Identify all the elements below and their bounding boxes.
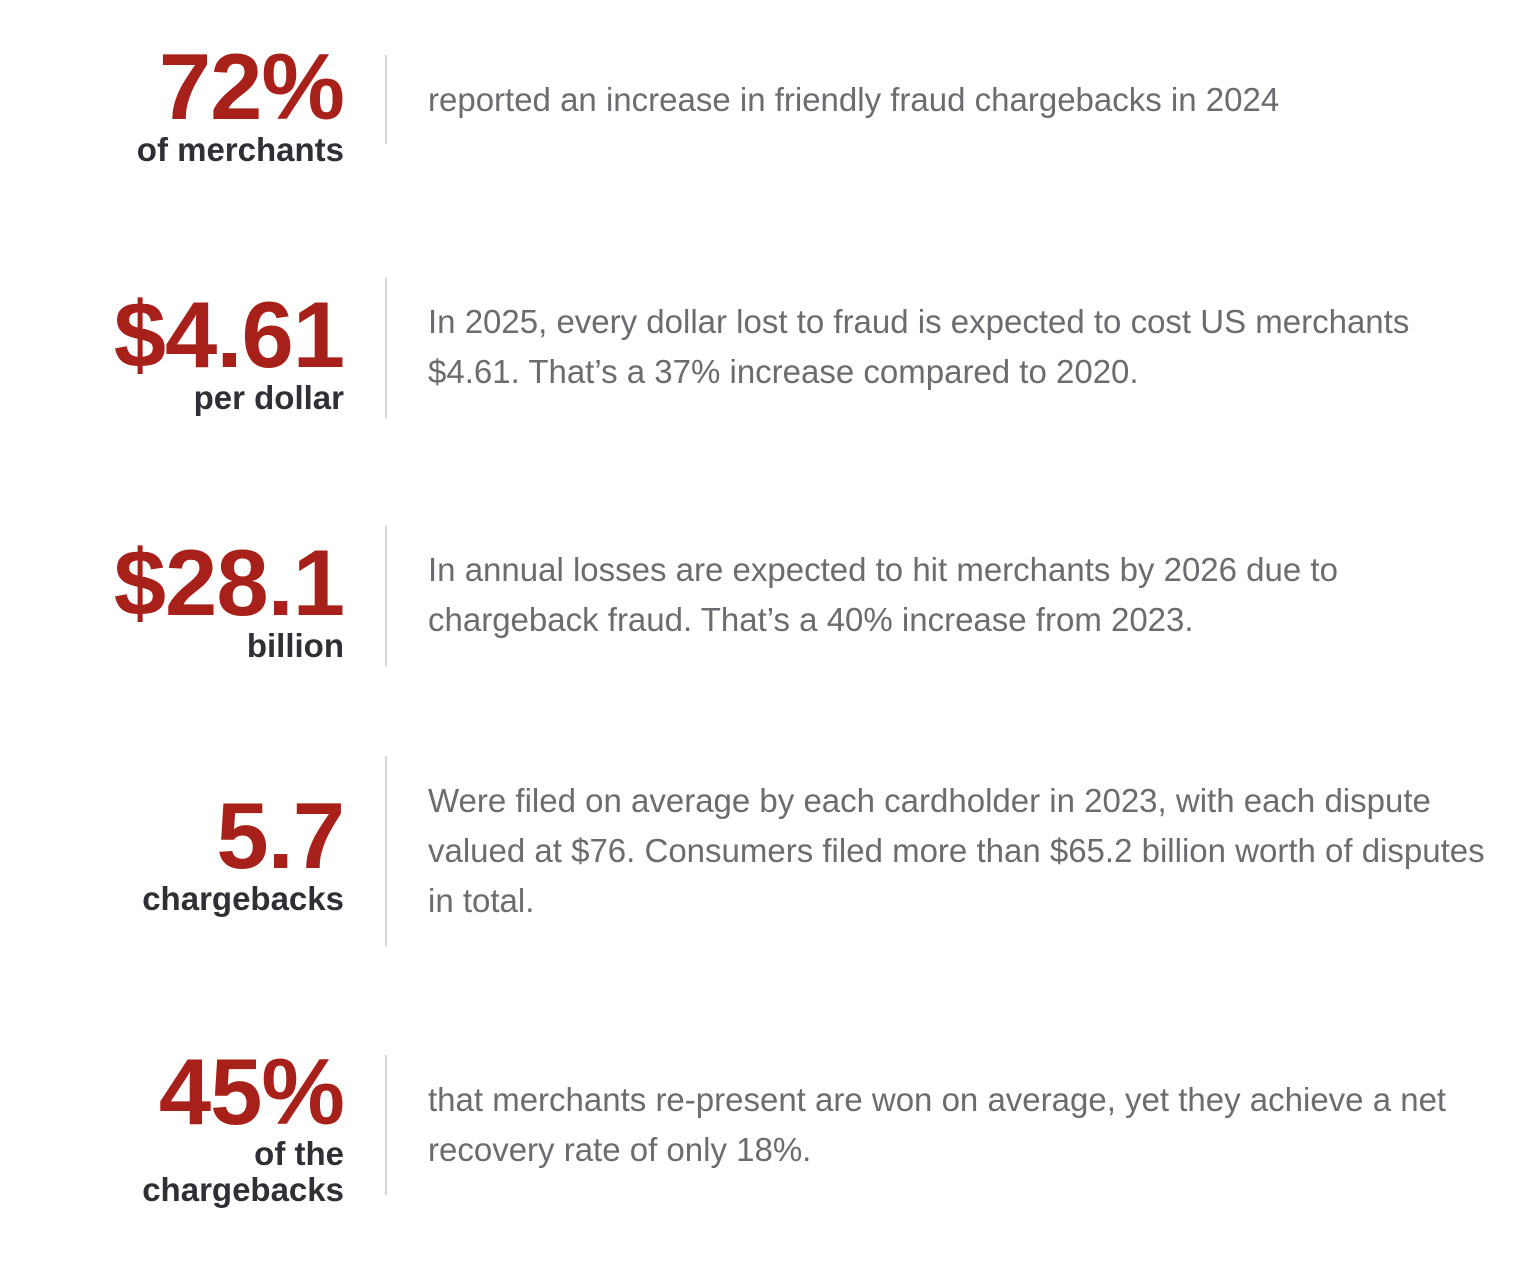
divider bbox=[385, 278, 387, 418]
divider bbox=[385, 526, 387, 666]
divider bbox=[385, 1055, 387, 1195]
stat-figure: 72% of merchants bbox=[136, 34, 345, 168]
stat-value: 45% bbox=[158, 1039, 345, 1144]
stat-description: In annual losses are expected to hit mer… bbox=[428, 551, 1338, 638]
stat-unit: billion bbox=[246, 627, 344, 664]
stat-description: reported an increase in friendly fraud c… bbox=[428, 81, 1280, 118]
stat-figure: $28.1 billion bbox=[113, 530, 345, 664]
stat-unit: chargebacks bbox=[142, 1171, 344, 1208]
stat-value: $4.61 bbox=[113, 282, 345, 387]
divider bbox=[385, 756, 387, 946]
stat-description: that merchants re-present are won on ave… bbox=[428, 1081, 1447, 1168]
stat-figure: 45% of the chargebacks bbox=[142, 1039, 345, 1208]
stat-value: 72% bbox=[158, 34, 345, 139]
divider bbox=[385, 55, 387, 144]
stat-description: In 2025, every dollar lost to fraud is e… bbox=[428, 303, 1410, 390]
stat-figure: $4.61 per dollar bbox=[113, 282, 345, 416]
stat-figure: 5.7 chargebacks bbox=[142, 783, 345, 917]
stat-unit: per dollar bbox=[193, 379, 344, 416]
stat-value: 5.7 bbox=[216, 783, 345, 888]
stat-unit: of the bbox=[254, 1135, 344, 1172]
stat-unit: of merchants bbox=[136, 131, 344, 168]
stat-description: Were filed on average by each cardholder… bbox=[428, 782, 1485, 919]
stat-unit: chargebacks bbox=[142, 880, 344, 917]
stat-value: $28.1 bbox=[113, 530, 345, 635]
